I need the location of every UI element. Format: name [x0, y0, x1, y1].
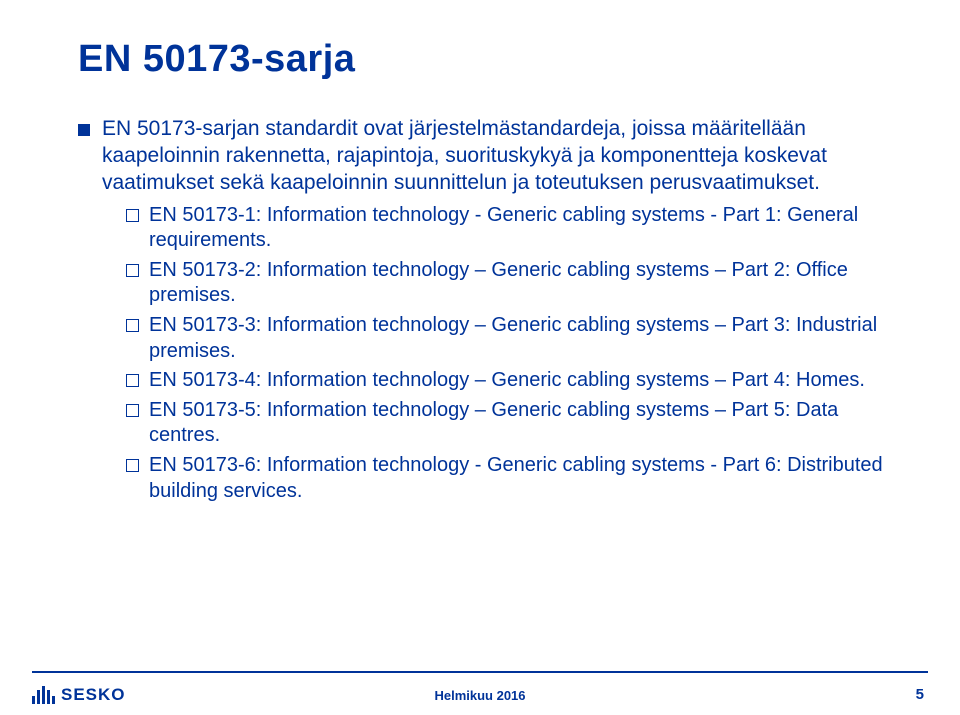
sub-item-text: EN 50173-1: Information technology - Gen… [149, 203, 900, 254]
list-item: EN 50173-6: Information technology - Gen… [126, 453, 900, 504]
sub-item-text: EN 50173-2: Information technology – Gen… [149, 258, 900, 309]
list-item: EN 50173-4: Information technology – Gen… [126, 368, 900, 394]
square-bullet-icon [78, 124, 90, 136]
list-item: EN 50173-5: Information technology – Gen… [126, 398, 900, 449]
hollow-square-icon [126, 264, 139, 277]
list-item: EN 50173-3: Information technology – Gen… [126, 313, 900, 364]
list-item: EN 50173-2: Information technology – Gen… [126, 258, 900, 309]
page-number: 5 [916, 686, 924, 703]
hollow-square-icon [126, 404, 139, 417]
slide: EN 50173-sarja EN 50173-sarjan standardi… [0, 0, 960, 715]
list-item: EN 50173-sarjan standardit ovat järjeste… [78, 116, 900, 197]
sub-item-text: EN 50173-4: Information technology – Gen… [149, 368, 865, 394]
hollow-square-icon [126, 319, 139, 332]
hollow-square-icon [126, 209, 139, 222]
sub-item-text: EN 50173-3: Information technology – Gen… [149, 313, 900, 364]
hollow-square-icon [126, 459, 139, 472]
footer-date: Helmikuu 2016 [0, 688, 960, 703]
sub-item-text: EN 50173-5: Information technology – Gen… [149, 398, 900, 449]
main-item-text: EN 50173-sarjan standardit ovat järjeste… [102, 116, 900, 197]
list-item: EN 50173-1: Information technology - Gen… [126, 203, 900, 254]
slide-body: EN 50173-sarjan standardit ovat järjeste… [78, 116, 900, 508]
slide-title: EN 50173-sarja [78, 38, 355, 81]
footer-divider [32, 671, 928, 673]
slide-footer: SESKO Helmikuu 2016 5 [0, 663, 960, 715]
sub-item-text: EN 50173-6: Information technology - Gen… [149, 453, 900, 504]
hollow-square-icon [126, 374, 139, 387]
sub-list: EN 50173-1: Information technology - Gen… [126, 203, 900, 505]
